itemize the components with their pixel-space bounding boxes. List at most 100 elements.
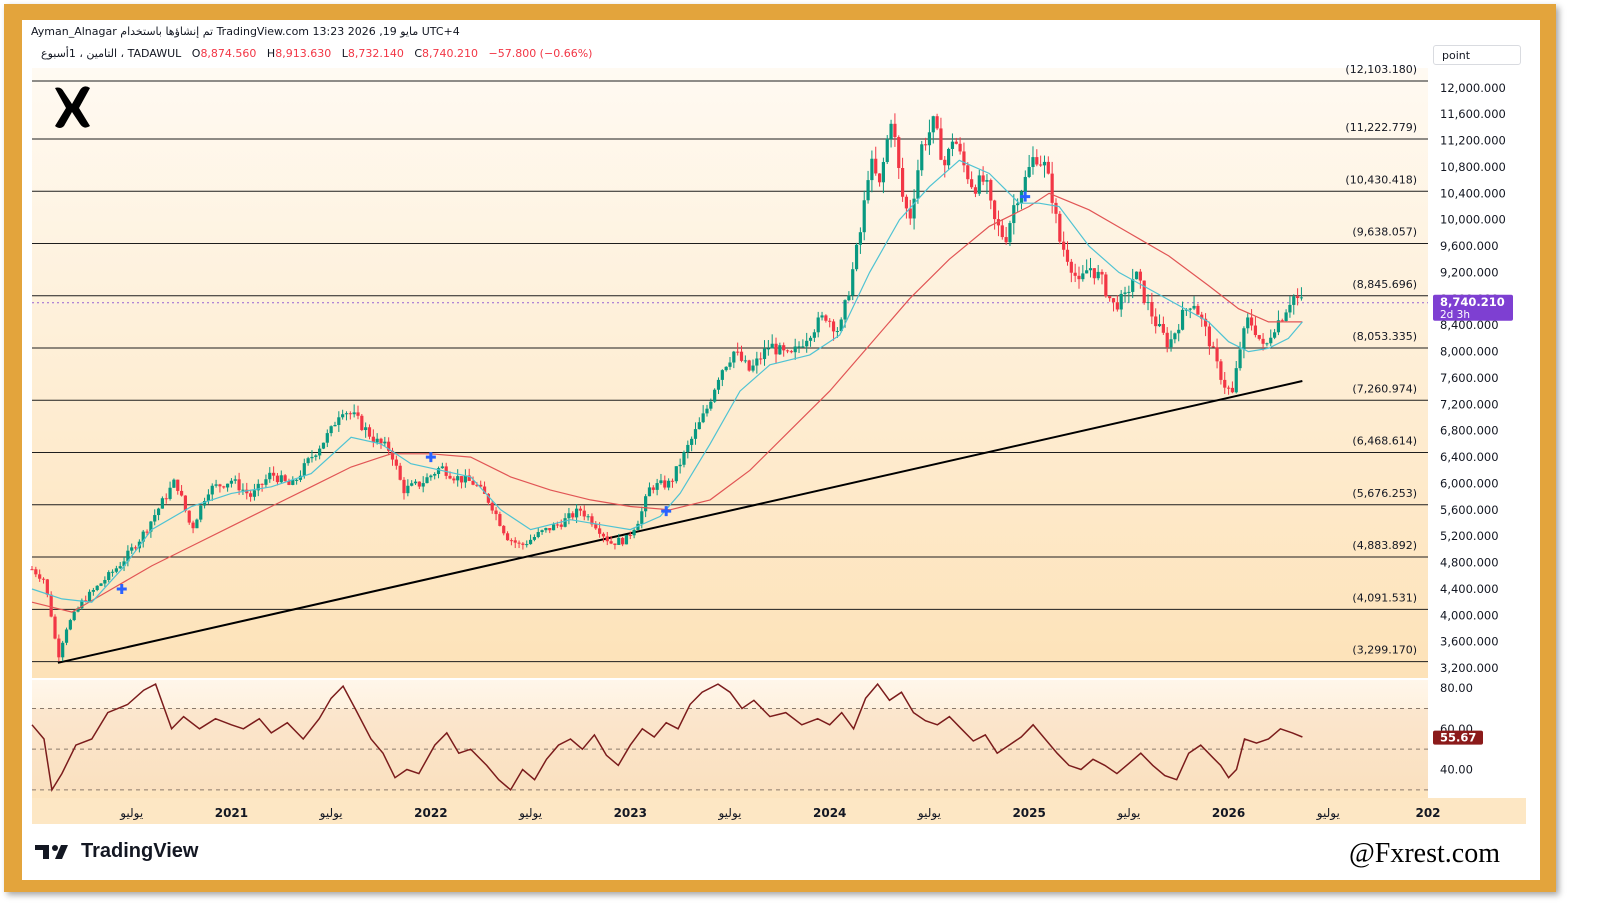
candle-body	[1177, 329, 1181, 334]
candle-body	[360, 415, 364, 431]
candle-body	[229, 480, 234, 484]
candle-body	[774, 343, 778, 355]
price-axis-label: 9,600.000	[1440, 239, 1499, 253]
candle-body	[364, 427, 368, 431]
candle-body	[130, 547, 134, 551]
time-axis-label: يوليو	[518, 806, 542, 821]
candle-body	[302, 463, 306, 476]
candle-body	[222, 486, 226, 488]
candle-body	[475, 484, 479, 486]
high-value: 8,913.630	[275, 47, 332, 60]
candle-body	[824, 315, 828, 321]
time-axis-label: 2023	[614, 806, 647, 820]
candle-body	[57, 638, 61, 658]
candle-body	[831, 321, 836, 332]
candle-body	[605, 536, 609, 542]
candle-body	[452, 478, 456, 481]
candle-body	[743, 360, 747, 362]
candle-body	[1242, 328, 1246, 350]
candle-body	[103, 579, 107, 584]
candle-body	[866, 180, 870, 201]
candle-body	[356, 412, 360, 416]
price-axis-label: 4,000.000	[1440, 608, 1499, 622]
candle-body	[962, 151, 966, 166]
candle-body	[567, 513, 571, 519]
published-with-text: تم إنشاؤها باستخدام	[120, 25, 214, 38]
candle-body	[920, 144, 924, 171]
candle-body	[375, 438, 379, 443]
candle-body	[1223, 379, 1227, 388]
candle-body	[348, 413, 352, 415]
candle-body	[72, 611, 76, 621]
candle-body	[352, 412, 356, 415]
time-axis-label: يوليو	[1316, 806, 1340, 821]
candle-body	[337, 417, 341, 425]
candle-body	[540, 530, 544, 533]
candle-body	[816, 317, 820, 333]
candle-body	[1272, 332, 1277, 338]
candle-body	[141, 531, 145, 542]
tradingview-logo[interactable]: TradingView	[35, 840, 198, 862]
candle-body	[897, 137, 901, 168]
candle-body	[249, 493, 253, 497]
candle-body	[801, 346, 805, 348]
candle-body	[655, 483, 659, 490]
price-axis-label: 7,200.000	[1440, 397, 1499, 411]
candle-body	[1165, 332, 1169, 348]
candle-body	[651, 487, 655, 490]
candle-body	[118, 566, 122, 569]
candle-body	[410, 483, 414, 486]
candle-body	[1146, 302, 1150, 304]
candle-body	[839, 319, 843, 332]
candle-body	[923, 144, 928, 146]
price-axis-label: 8,400.000	[1440, 318, 1499, 332]
price-axis-label: 3,600.000	[1440, 635, 1499, 649]
candle-body	[935, 116, 939, 129]
rsi-line	[31, 682, 1303, 793]
candle-body	[517, 542, 521, 544]
candle-body	[624, 535, 629, 545]
author-name[interactable]: Ayman_Alnagar	[31, 25, 117, 38]
candle-body	[122, 561, 126, 567]
candle-body	[598, 528, 602, 534]
candle-body	[218, 484, 222, 487]
candle-body	[851, 269, 855, 296]
candle-body	[1131, 279, 1135, 292]
candle-body	[628, 535, 632, 537]
candle-body	[931, 116, 935, 133]
level-label: (3,299.170)	[1352, 644, 1417, 657]
candle-body	[966, 165, 970, 180]
candle-body	[1238, 349, 1242, 369]
candle-body	[667, 480, 671, 488]
candle-body	[306, 458, 310, 464]
candle-body	[398, 465, 402, 480]
level-label: (8,053.335)	[1352, 330, 1417, 343]
candle-body	[674, 466, 678, 482]
candle-body	[164, 498, 168, 500]
candle-body	[321, 442, 326, 449]
candle-body	[509, 540, 513, 542]
candle-body	[1065, 249, 1070, 262]
symbol-title[interactable]: التامين ، 1أسبوع ، TADAWUL	[41, 47, 182, 60]
candle-body	[433, 473, 437, 476]
candle-body	[854, 244, 859, 270]
candle-body	[950, 141, 955, 149]
cross-marker	[661, 506, 672, 517]
candle-body	[45, 579, 49, 595]
candle-body	[1100, 271, 1104, 275]
low-label: L	[341, 47, 348, 60]
candle-body	[406, 485, 410, 494]
candle-body	[1188, 308, 1192, 310]
price-scale-unit-button[interactable]: point	[1433, 45, 1521, 65]
candle-body	[559, 524, 563, 527]
candle-body	[1073, 272, 1077, 276]
candle-body	[893, 123, 897, 138]
candle-body	[843, 300, 847, 320]
site-link[interactable]: TradingView.com	[216, 25, 310, 38]
candle-body	[38, 574, 42, 579]
candle-body	[30, 569, 34, 571]
candle-body	[621, 537, 625, 545]
candle-body	[241, 489, 245, 491]
candle-body	[379, 438, 383, 444]
